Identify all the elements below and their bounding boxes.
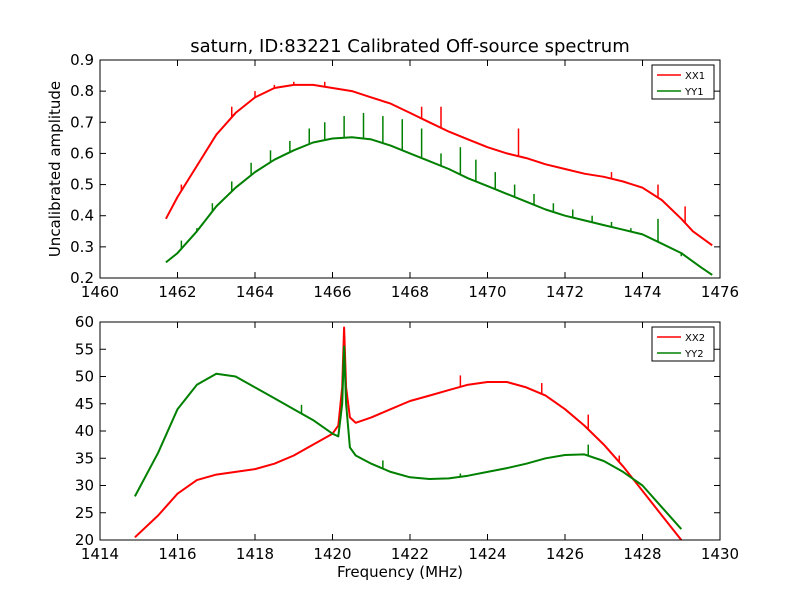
y-tick-label: 40 — [75, 422, 94, 440]
x-tick-label: 1418 — [236, 545, 274, 563]
y-tick-label: 0.9 — [70, 51, 94, 69]
x-tick-label: 1422 — [391, 545, 429, 563]
x-tick-label: 1472 — [546, 283, 584, 301]
y-tick-label: 0.7 — [70, 113, 94, 131]
y-tick-label: 0.8 — [70, 82, 94, 100]
x-tick-label: 1474 — [623, 283, 661, 301]
xx1-line — [165, 83, 713, 247]
x-tick-label: 1424 — [468, 545, 506, 563]
x-tick-label: 1468 — [391, 283, 429, 301]
legend-box — [651, 64, 715, 100]
series-group — [165, 81, 713, 276]
plot-area — [100, 322, 720, 540]
plot-area — [100, 60, 720, 278]
y-tick-label: 35 — [75, 449, 94, 467]
y-tick-label: 50 — [75, 368, 94, 386]
x-tick-label: 1426 — [546, 545, 584, 563]
y-tick-label: 0.6 — [70, 144, 94, 162]
x-tick-label: 1464 — [236, 283, 274, 301]
y-tick-label: 45 — [75, 395, 94, 413]
y-tick-label: 30 — [75, 477, 94, 495]
legend-label-xx2: XX2 — [685, 333, 705, 344]
x-tick-label: 1466 — [313, 283, 351, 301]
x-tick-label: 1476 — [701, 283, 739, 301]
x-tick-label: 1420 — [313, 545, 351, 563]
x-tick-label: 1460 — [81, 283, 119, 301]
y-tick-label: 0.5 — [70, 176, 94, 194]
legend-label-yy2: YY2 — [684, 349, 704, 360]
y-tick-label: 20 — [75, 531, 94, 549]
y-tick-label: 0.3 — [70, 238, 94, 256]
legend-box — [651, 326, 715, 362]
y-tick-label: 55 — [75, 340, 94, 358]
y-tick-label: 60 — [75, 313, 94, 331]
x-tick-label: 1470 — [468, 283, 506, 301]
x-tick-label: 1428 — [623, 545, 661, 563]
y-axis-label: Uncalibrated amplitude — [46, 81, 64, 257]
legend-label-xx1: XX1 — [685, 71, 705, 82]
x-tick-label: 1416 — [158, 545, 196, 563]
xx2-line — [134, 326, 683, 540]
x-tick-label: 1430 — [701, 545, 739, 563]
y-tick-label: 25 — [75, 504, 94, 522]
yy2-line — [134, 345, 683, 530]
x-tick-label: 1414 — [81, 545, 119, 563]
bottom-plot-panel: 1414 1416 1418 1420 1422 1424 1426 1428 1430 20 25… — [75, 313, 739, 581]
x-axis-label: Frequency (MHz) — [337, 563, 463, 581]
y-tick-label: 0.4 — [70, 207, 94, 225]
x-tick-label: 1462 — [158, 283, 196, 301]
series-group — [134, 326, 683, 540]
figure-title: saturn, ID:83221 Calibrated Off-source s… — [190, 36, 630, 57]
y-tick-label: 0.2 — [70, 269, 94, 287]
legend-label-yy1: YY1 — [684, 87, 704, 98]
top-plot-panel: 1460 1462 1464 1466 1468 1470 1472 1474 1476 0.2 0… — [46, 51, 739, 301]
